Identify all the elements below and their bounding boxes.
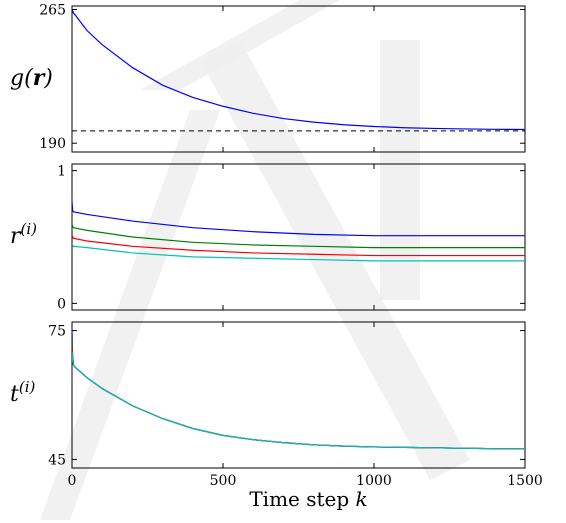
series-line-4 [72, 243, 525, 262]
y-axis-label: r(i) [10, 220, 37, 249]
x-tick-label: 1000 [356, 473, 392, 489]
y-axis-label: t(i) [10, 378, 35, 407]
y-tick-label: 190 [39, 136, 66, 152]
series-line-4 [72, 352, 525, 450]
y-axis-label: g(r) [10, 65, 53, 91]
y-tick-label: 1 [57, 164, 66, 180]
series-line-2 [72, 223, 525, 249]
watermark-stroke-right [380, 40, 420, 300]
panel-2: 1 0 r(i) [10, 163, 526, 312]
y-tick-label: 45 [48, 452, 66, 468]
panel-1: 265 190 g(r) [10, 3, 526, 153]
watermark-stroke-top [140, 0, 340, 90]
x-tick-label: 500 [210, 473, 237, 489]
x-axis-label: Time step k [249, 487, 367, 511]
y-tick-label: 0 [57, 296, 66, 312]
y-tick-label: 75 [48, 324, 66, 340]
x-tick-label: 0 [68, 473, 77, 489]
y-tick-label: 265 [39, 3, 66, 19]
plot-frame [71, 163, 526, 311]
series-line-3 [72, 234, 525, 257]
watermark-stroke-left [40, 110, 220, 520]
x-tick-label: 1500 [507, 473, 543, 489]
series-line-1 [72, 9, 525, 131]
plot-frame [71, 321, 526, 469]
series-line-1 [72, 201, 525, 237]
plots-group: 265 190 g(r) 1 0 r(i) 0 500 1000 1500 75 45 t(i) Time… [10, 3, 543, 511]
plot-frame [71, 5, 526, 153]
panel-3: 0 500 1000 1500 75 45 t(i) Time step k [10, 321, 543, 511]
